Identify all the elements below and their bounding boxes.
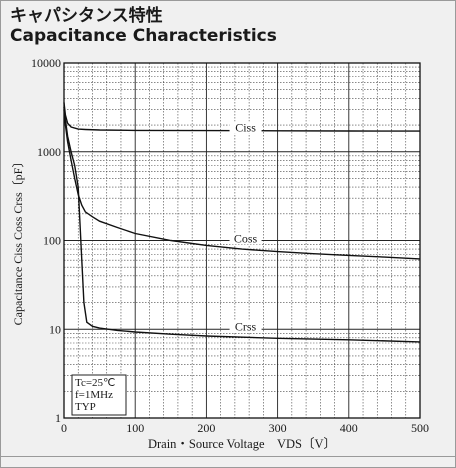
y-tick-label: 1 <box>55 411 61 425</box>
series-labels: Ciss Coss Crss <box>229 120 262 333</box>
conditions-box <box>71 374 127 416</box>
x-tick-label: 200 <box>197 421 215 435</box>
condition-line: Tc=25℃ <box>75 377 115 389</box>
condition-line: f=1MHz <box>75 389 113 401</box>
series-label-bg <box>229 232 262 245</box>
chart-title-english: Capacitance Characteristics <box>10 26 277 46</box>
plot-frame <box>63 62 421 419</box>
condition-line: TYP <box>75 401 96 413</box>
series-label-crss: Crss <box>235 319 257 333</box>
x-tick-label: 100 <box>126 421 144 435</box>
x-tick-label: 400 <box>340 421 358 435</box>
series-line-crss <box>63 106 421 343</box>
series-label-bg <box>229 121 262 134</box>
series-label-coss: Coss <box>234 231 258 245</box>
y-tick-label: 1000 <box>37 145 61 159</box>
series-label-ciss: Ciss <box>235 120 256 134</box>
x-tick-label: 500 <box>411 421 429 435</box>
x-tick-label: 0 <box>61 421 67 435</box>
x-axis-label: Drain・Source Voltage VDS〔V〕 <box>148 437 336 451</box>
series-lines <box>63 102 421 343</box>
y-tick-label: 10 <box>49 322 61 336</box>
y-axis-ticks: 1 10 100 1000 10000 <box>31 56 61 425</box>
chart-title-japanese: キャパシタンス特性 <box>10 6 163 26</box>
series-label-bg <box>229 320 262 333</box>
y-axis-label: Capacitance Ciss Coss Crss〔pF〕 <box>11 156 25 326</box>
series-line-ciss <box>63 102 421 132</box>
x-tick-label: 300 <box>269 421 287 435</box>
x-axis-ticks: 0 100 200 300 400 500 <box>61 421 429 435</box>
series-line-coss <box>63 109 421 260</box>
bottom-divider <box>1 456 455 457</box>
y-tick-label: 100 <box>43 234 61 248</box>
y-tick-label: 10000 <box>31 56 61 70</box>
